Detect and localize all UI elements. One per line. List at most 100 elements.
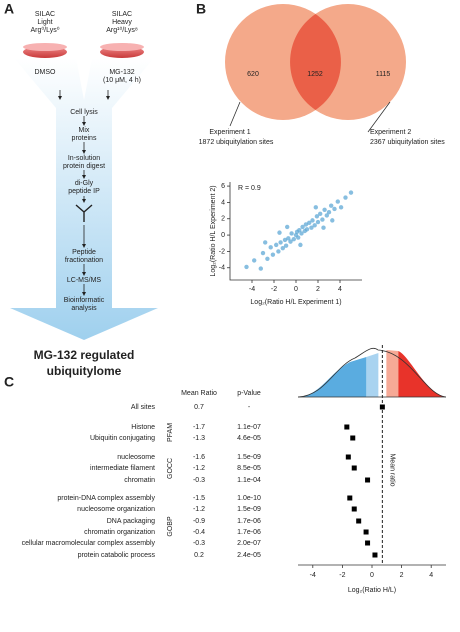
point	[298, 242, 303, 248]
dish-label: Heavy	[112, 19, 132, 26]
point	[282, 237, 288, 243]
group-label: GOCC	[167, 458, 174, 479]
mean-label: Mean ratio	[389, 453, 396, 486]
mean-ratio: -0.3	[193, 477, 205, 484]
panel-label: C	[4, 374, 14, 390]
point	[318, 211, 323, 217]
mean-ratio: -1.2	[193, 465, 205, 472]
result: ubiquitylome	[47, 364, 122, 378]
panel-label: B	[196, 1, 206, 17]
mean-ratio: -1.3	[193, 435, 205, 442]
step: protein digest	[63, 163, 105, 170]
row-label: DNA packaging	[107, 518, 155, 525]
point	[285, 224, 290, 230]
point	[288, 239, 293, 244]
row-label: Ubiquitin conjugating	[90, 435, 155, 442]
arrow-head	[58, 96, 62, 100]
point	[348, 190, 354, 195]
point	[343, 195, 348, 200]
mean-ratio: 0.2	[194, 552, 204, 559]
marker	[344, 424, 350, 430]
point	[303, 222, 309, 227]
step: proteins	[72, 135, 97, 142]
point	[326, 210, 332, 215]
y-axis-label: Log₂(Ratio H/L Experiment 2)	[210, 185, 217, 276]
marker	[350, 435, 356, 441]
row-label: cellular macromolecular complex assembly	[22, 540, 156, 547]
y-tick-label: -2	[219, 248, 225, 255]
p-value: 1.5e-09	[237, 506, 261, 513]
row-label: protein catabolic process	[78, 552, 156, 559]
y-tick-label: -4	[219, 265, 225, 272]
point	[324, 213, 329, 218]
point	[276, 249, 281, 254]
point	[299, 231, 304, 236]
point	[252, 258, 257, 263]
point	[307, 220, 312, 226]
marker	[363, 529, 369, 535]
point	[278, 240, 283, 245]
point	[244, 264, 249, 270]
point	[309, 225, 314, 230]
venn-count: 1115	[376, 71, 391, 78]
point	[338, 205, 344, 210]
step: Mix	[79, 127, 90, 134]
p-value: 1.7e-06	[237, 518, 261, 525]
point	[268, 245, 273, 250]
x-tick-label: -2	[271, 286, 277, 293]
point	[320, 217, 325, 222]
arrow-head	[82, 175, 86, 179]
mean-ratio: -1.2	[193, 506, 205, 513]
density	[297, 347, 447, 398]
step: In-solution	[68, 155, 100, 162]
group-label: PFAM	[167, 423, 174, 442]
p-value: 1.1e-07	[237, 424, 261, 431]
mean-ratio: -1.7	[193, 424, 205, 431]
venn-count: 620	[247, 71, 259, 78]
point	[263, 240, 268, 245]
column-header: p-Value	[237, 390, 261, 397]
column-header: Mean Ratio	[181, 390, 217, 397]
step: fractionation	[65, 257, 103, 264]
mean-ratio: -1.6	[193, 454, 205, 461]
point	[286, 236, 291, 241]
point	[296, 235, 301, 240]
point	[312, 223, 317, 228]
p-value: 4.6e-05	[237, 435, 261, 442]
marker	[356, 518, 362, 524]
x-tick-label: -4	[249, 286, 255, 293]
point	[277, 230, 282, 235]
x-tick-label: 2	[316, 286, 320, 293]
point	[265, 256, 270, 261]
leader-line	[229, 101, 391, 133]
row-label: chromatin organization	[84, 529, 155, 536]
dish-label: Arg⁰/Lys⁰	[30, 26, 59, 34]
row-label: intermediate filament	[90, 465, 155, 472]
p-value: 1.1e-04	[237, 477, 261, 484]
p-value: -	[248, 404, 251, 411]
arrow-head	[82, 244, 86, 248]
group-label: GOBP	[167, 516, 174, 537]
marker	[365, 540, 371, 546]
point	[314, 214, 320, 219]
p-value: 1.7e-06	[237, 529, 261, 536]
venn-count: 1252	[307, 71, 323, 78]
y-tick-label: 0	[221, 232, 225, 239]
point	[335, 199, 340, 204]
result: MG-132 regulated	[34, 348, 135, 362]
x-tick-label: 2	[400, 572, 404, 579]
point	[332, 206, 337, 212]
row-label: nucleosome	[117, 454, 155, 461]
dish-label: SILAC	[35, 11, 55, 18]
x-axis-label: Log₂(Ratio H/L)	[348, 587, 396, 594]
row-label: nucleosome organization	[77, 506, 155, 513]
dish	[23, 43, 67, 51]
dish-label: Arg¹⁰/Lys⁸	[106, 26, 138, 34]
point	[291, 236, 296, 242]
step: Cell lysis	[70, 109, 98, 116]
mean-ratio: -0.4	[193, 529, 205, 536]
point	[297, 227, 302, 233]
step: peptide IP	[68, 188, 100, 195]
marker	[351, 506, 357, 512]
